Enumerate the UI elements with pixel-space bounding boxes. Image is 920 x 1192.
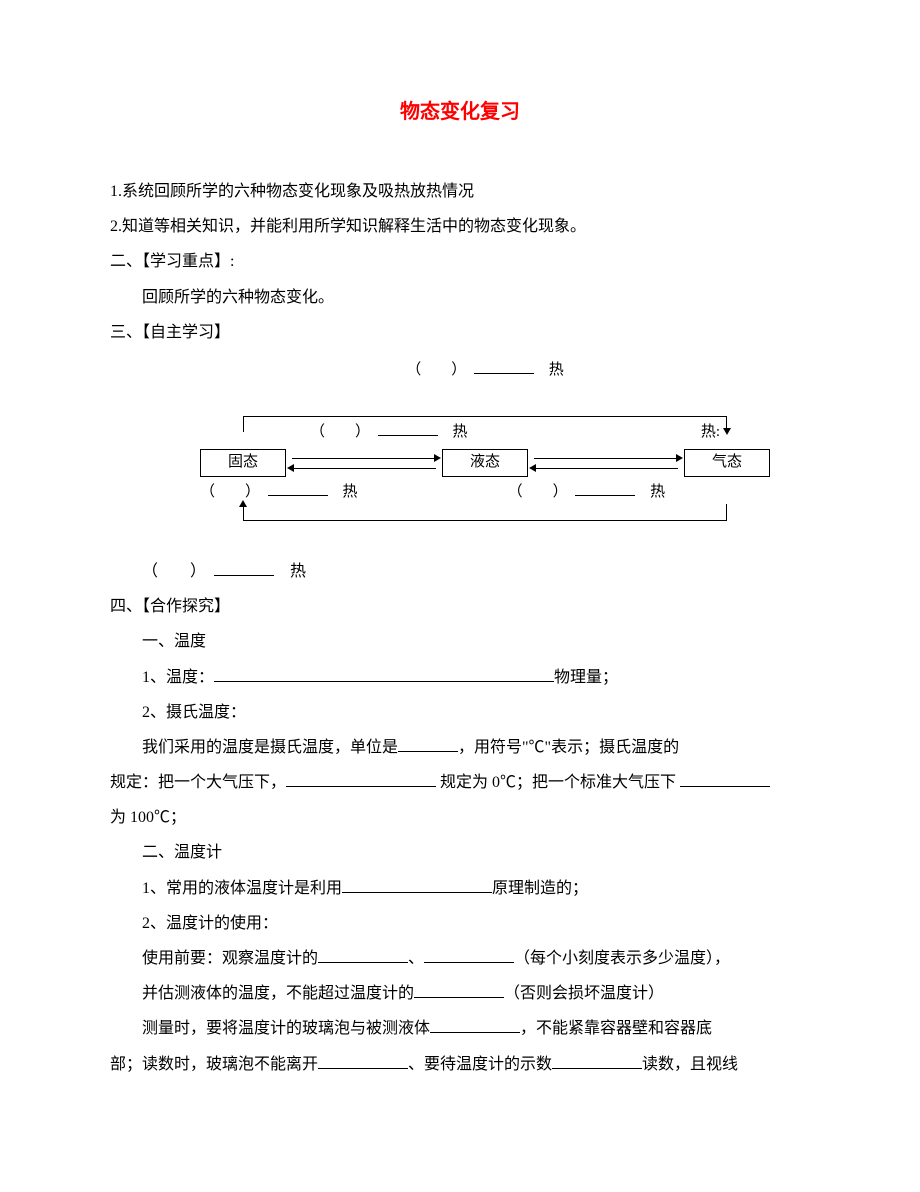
s4-2-use-3: 测量时，要将温度计的玻璃泡与被测液体，不能紧靠容器壁和容器底 <box>110 1011 810 1046</box>
top-left-label: （ ） 热 <box>310 416 468 449</box>
fill-blank[interactable] <box>398 736 458 752</box>
para-1: 1.系统回顾所学的六种物态变化现象及吸热放热情况 <box>110 174 810 209</box>
s4-1-2: 2、摄氏温度： <box>110 695 810 730</box>
heading-3: 三、【自主学习】 <box>110 315 810 350</box>
bot-right-label: （ ） 热 <box>508 476 666 509</box>
heading-2-body: 回顾所学的六种物态变化。 <box>110 280 810 315</box>
s4-2-1: 1、常用的液体温度计是利用原理制造的； <box>110 871 810 906</box>
s4-1-h: 一、温度 <box>110 624 810 659</box>
s4-2-use-4: 部；读数时，玻璃泡不能离开、要待温度计的示数读数，且视线 <box>110 1047 810 1082</box>
s4-2-use-1: 使用前要：观察温度计的、（每个小刻度表示多少温度）， <box>110 941 810 976</box>
state-gas: 气态 <box>684 449 770 477</box>
state-solid: 固态 <box>200 449 286 477</box>
para-2: 2.知道等相关知识，并能利用所学知识解释生活中的物态变化现象。 <box>110 209 810 244</box>
heading-4: 四、【合作探究】 <box>110 589 810 624</box>
top-right-label: 热: <box>701 416 720 449</box>
outer-top-arrow <box>200 388 770 418</box>
fill-blank[interactable] <box>680 771 770 787</box>
state-liquid: 液态 <box>442 449 528 477</box>
state-diagram: （ ） 热 （ ） 热 热: 固态 液态 气态 （ ） 热 <box>200 356 770 548</box>
top-outer-label: （ ） 热 <box>406 354 564 387</box>
fill-blank[interactable] <box>424 947 514 963</box>
after-diagram-line: （ ） 热 <box>110 554 810 589</box>
title-text: 物态变化复习 <box>400 101 520 123</box>
fill-blank[interactable] <box>318 947 408 963</box>
outer-bot-arrow <box>200 508 770 548</box>
fill-blank[interactable] <box>414 982 504 998</box>
page-title: 物态变化复习 <box>110 90 810 134</box>
s4-1-body-3: 为 100℃； <box>110 800 810 835</box>
s4-2-use-2: 并估测液体的温度，不能超过温度计的（否则会损坏温度计） <box>110 976 810 1011</box>
heading-2: 二、【学习重点】: <box>110 244 810 279</box>
fill-blank[interactable] <box>318 1053 408 1069</box>
arrow-solid-liquid <box>286 453 442 473</box>
fill-blank[interactable] <box>286 771 436 787</box>
s4-1-1: 1、温度：物理量； <box>110 660 810 695</box>
arrow-liquid-gas <box>528 453 684 473</box>
s4-1-body-2: 规定：把一个大气压下， 规定为 0℃；把一个标准大气压下 <box>110 765 810 800</box>
fill-blank[interactable] <box>342 877 492 893</box>
states-row: 固态 液态 气态 <box>200 448 770 478</box>
bot-left-label: （ ） 热 <box>200 476 358 509</box>
fill-blank[interactable] <box>430 1017 520 1033</box>
fill-blank[interactable] <box>552 1053 642 1069</box>
fill-blank[interactable] <box>214 666 554 682</box>
s4-2-h: 二、温度计 <box>110 835 810 870</box>
s4-1-body-1: 我们采用的温度是摄氏温度，单位是，用符号"℃"表示；摄氏温度的 <box>110 730 810 765</box>
s4-2-2: 2、温度计的使用： <box>110 906 810 941</box>
